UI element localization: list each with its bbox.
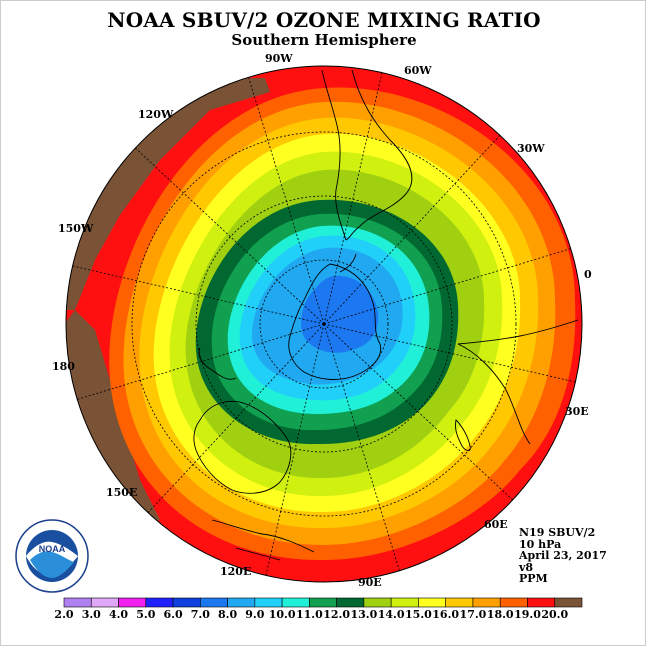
colorbar-swatch [445, 597, 474, 608]
colorbar-tick-label: 17.0 [460, 608, 487, 621]
colorbar-swatch [418, 597, 446, 608]
info-version: v8 [519, 560, 534, 574]
colorbar-tick-label: 3.0 [82, 608, 101, 621]
info-panel: N19 SBUV/2 10 hPa April 23, 2017 v8 PPM [519, 527, 607, 585]
lon-label-90e: 90E [358, 576, 382, 589]
info-satellite: N19 SBUV/2 [519, 526, 596, 539]
new-zealand-coast [198, 347, 237, 380]
map-fill [66, 66, 582, 582]
map-boundary [65, 65, 583, 583]
colorbar-swatch [554, 597, 583, 608]
colorbar-swatch [281, 597, 310, 608]
colorbar-tick-label: 15.0 [405, 608, 432, 621]
colorbar-swatch [254, 597, 283, 608]
lon-label-150w: 150W [58, 222, 94, 235]
info-pressure: 10 hPa [519, 537, 562, 551]
meridian-line [323, 248, 571, 325]
colorbar-tick-label: 8.0 [218, 608, 237, 621]
colorbar-swatch [90, 597, 119, 608]
page-subtitle: Southern Hemisphere [231, 31, 417, 49]
lon-label-0: 0 [584, 268, 592, 281]
colorbar-tick-label: 9.0 [245, 608, 264, 621]
colorbar-swatch [172, 597, 201, 608]
colorbar-swatch [309, 597, 337, 608]
lon-label-60e: 60E [484, 518, 508, 531]
latitude-circle-50s [195, 195, 453, 453]
colorbar-tick-label: 4.0 [109, 608, 128, 621]
meridian-line [147, 323, 325, 513]
colorbar-tick-label: 19.0 [514, 608, 541, 621]
colorbar-tick-label: 5.0 [136, 608, 155, 621]
colorbar-swatch [336, 597, 365, 608]
meridians [72, 72, 576, 576]
info-date: April 23, 2017 [519, 549, 607, 562]
lon-label-30w: 30W [517, 142, 545, 155]
colorbar-tick-label: 14.0 [378, 608, 405, 621]
mixing-ratio-band-7 [301, 275, 379, 353]
meridian-line [248, 77, 325, 325]
colorbar-swatch [200, 597, 228, 608]
australia-coast [193, 400, 292, 494]
colorbar-swatch [390, 597, 419, 608]
lon-label-90w: 90W [265, 52, 293, 65]
graticule [72, 72, 576, 576]
lon-label-60w: 60W [404, 64, 432, 77]
indonesia-coast [211, 519, 315, 561]
latitude-circle-30s [131, 131, 517, 517]
colorbar-swatch [145, 597, 174, 608]
meridian-line [323, 72, 383, 325]
info-units: PPM [519, 572, 548, 585]
meridian-line [323, 135, 501, 325]
colorbar-swatch [527, 597, 556, 608]
meridian-line [323, 323, 400, 571]
lon-label-150e: 150E [106, 486, 137, 499]
antarctica-coast [288, 253, 382, 380]
lon-label-30e: 30E [565, 405, 589, 418]
colorbar-swatch [499, 597, 528, 608]
colorbar-swatch [472, 597, 501, 608]
colorbar-tick-label: 7.0 [191, 608, 210, 621]
lon-label-120w: 120W [138, 108, 174, 121]
colorbar-swatch [118, 597, 147, 608]
noaa-logo-text: NOAA [39, 544, 66, 554]
noaa-logo: NOAA [15, 519, 89, 593]
colorbar-tick-label: 6.0 [163, 608, 182, 621]
meridian-line [265, 323, 325, 576]
meridian-line [72, 265, 325, 325]
meridian-line [323, 323, 576, 383]
colorbar-tick-label: 12.0 [323, 608, 350, 621]
colorbar-swatch [363, 597, 392, 608]
colorbar-tick-label: 11.0 [296, 608, 323, 621]
colorbar-tick-label: 16.0 [432, 608, 459, 621]
africa-coast [457, 319, 579, 445]
longitude-labels: 90W 60W 30W 0 30E 60E 90E 120E 150E 180 … [52, 52, 592, 589]
madagascar-coast [455, 419, 471, 451]
colorbar-tick-label: 13.0 [350, 608, 377, 621]
colorbar-tick-label: 2.0 [54, 608, 73, 621]
lon-label-120e: 120E [220, 565, 251, 578]
meridian-line [135, 147, 325, 325]
colorbar-swatch [227, 597, 256, 608]
colorbar-tick-label: 20.0 [541, 608, 568, 621]
colorbar-tick-label: 18.0 [487, 608, 514, 621]
coastlines [193, 69, 579, 561]
page-title: NOAA SBUV/2 OZONE MIXING RATIO [107, 8, 541, 32]
colorbar-tick-label: 10.0 [269, 608, 296, 621]
lon-label-180: 180 [52, 360, 75, 373]
meridian-line [323, 323, 513, 501]
colorbar: 2.0 3.0 4.0 5.0 6.0 7.0 8.0 9.0 10.0 11.0 12.0 13.0… [54, 597, 583, 621]
colorbar-swatch [63, 597, 92, 608]
latitude-circle-70s [259, 259, 389, 389]
meridian-line [77, 323, 325, 400]
